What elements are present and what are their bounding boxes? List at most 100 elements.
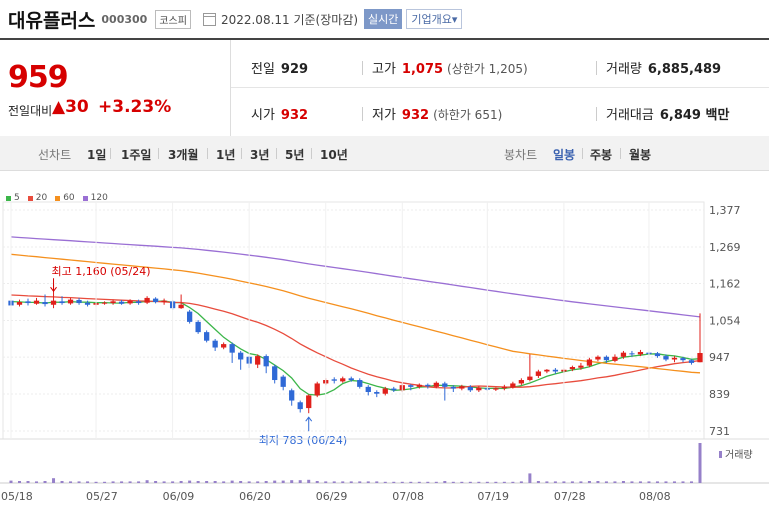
volume-bar (434, 481, 438, 483)
volume-bar (451, 481, 455, 483)
candle-body (450, 386, 456, 389)
open-label: 시가 (251, 108, 275, 123)
candle-body (442, 383, 448, 387)
volume-legend-swatch (719, 451, 722, 458)
candle-monthly[interactable]: 월봉 (629, 148, 652, 162)
volume-bar (18, 481, 22, 483)
period-1d[interactable]: 1일 (87, 148, 107, 162)
volume-bar (179, 481, 183, 483)
candle-body (688, 360, 695, 363)
candle-body (84, 302, 91, 305)
volume-bar (528, 473, 532, 483)
candle-body (186, 311, 193, 322)
volume-bar (630, 481, 634, 483)
period-5y[interactable]: 5년 (285, 148, 305, 162)
volume-bar (154, 481, 158, 483)
volume-bar (94, 481, 98, 483)
volume-bar (60, 481, 64, 483)
candle-body (340, 378, 346, 382)
high-price: 고가 1,075 (상한가 1,205) (372, 58, 528, 77)
volume-bar (324, 481, 328, 483)
candle-body (654, 353, 661, 357)
separator (620, 148, 621, 159)
ma-line-5 (10, 300, 701, 396)
candle-body (16, 302, 23, 305)
quote-date: 2022.08.11 기준(장마감) (220, 12, 359, 27)
volume-bar (281, 480, 285, 483)
volume-bar (392, 481, 396, 483)
candle-body (59, 301, 65, 304)
calendar-icon (202, 12, 216, 26)
candle-body (416, 384, 422, 387)
volume-bar (647, 481, 651, 483)
candle-body (238, 352, 244, 360)
x-tick-label: 07/28 (554, 490, 586, 503)
period-10y[interactable]: 10년 (320, 148, 348, 162)
x-tick-label: 07/19 (477, 490, 509, 503)
x-tick-label: 06/29 (316, 490, 348, 503)
period-3y[interactable]: 3년 (250, 148, 270, 162)
volume-bar (86, 481, 90, 483)
high-value: 1,075 (401, 62, 444, 77)
volume-bar (545, 481, 549, 483)
volume-bar (52, 478, 56, 483)
separator (596, 61, 597, 75)
volume-bar (375, 481, 379, 483)
y-tick-label: 839 (709, 388, 730, 401)
candle-body (221, 344, 227, 348)
volume-bar (171, 481, 175, 483)
volume-bar (128, 481, 132, 483)
volume-bar (655, 481, 659, 483)
separator (207, 148, 208, 159)
volume-bar (137, 481, 141, 483)
period-3m[interactable]: 3개월 (168, 148, 199, 162)
volume-bar (307, 479, 311, 483)
ma-legend: 5 20 60 120 (6, 193, 108, 203)
open-price: 시가 932 (251, 104, 308, 123)
separator (596, 107, 597, 121)
separator (276, 148, 277, 159)
candle-body (272, 366, 278, 381)
volume-bar (596, 481, 600, 483)
volume-bar (638, 481, 642, 483)
candle-body (527, 376, 533, 381)
low-label: 저가 (372, 108, 396, 123)
candle-body (42, 302, 48, 305)
period-1y[interactable]: 1년 (216, 148, 236, 162)
volume-bar (511, 481, 515, 483)
volume-bar (460, 481, 464, 483)
volume-bar (587, 481, 591, 483)
candle-body (586, 359, 593, 366)
stock-name[interactable]: 대유플러스 (8, 9, 96, 32)
trade-amount: 거래대금 6,849 백만 (606, 104, 729, 123)
legend-ma60-label: 60 (63, 193, 75, 203)
volume-bar (409, 481, 413, 483)
volume-bar (366, 481, 370, 483)
candle-body (314, 383, 320, 396)
period-1w[interactable]: 1주일 (121, 148, 152, 162)
volume-bar (188, 480, 192, 483)
candle-body (680, 358, 686, 361)
high-annotation: 최고 1,160 (05/24) (52, 265, 151, 278)
volume-bar (613, 481, 617, 483)
volume-bar (417, 481, 421, 483)
y-tick-label: 1,054 (709, 315, 741, 328)
volume-bar (562, 481, 566, 483)
company-overview-button[interactable]: 기업개요▾ (406, 9, 463, 29)
candle-body (578, 365, 584, 368)
low-annotation: 최저 783 (06/24) (259, 434, 348, 447)
candle-body (348, 378, 354, 381)
x-tick-label: 07/08 (392, 490, 424, 503)
candle-daily[interactable]: 일봉 (553, 148, 576, 162)
header: 대유플러스 000300 코스피 2022.08.11 기준(장마감) 실시간 … (0, 0, 769, 38)
candle-body (263, 356, 269, 367)
prev-close: 전일 929 (251, 58, 308, 77)
volume-bar (664, 481, 668, 483)
volume-bar (672, 481, 676, 483)
volume-value: 6,885,489 (647, 62, 722, 77)
candle-weekly[interactable]: 주봉 (590, 148, 613, 162)
legend-ma60: 60 (55, 193, 75, 203)
y-tick-label: 1,162 (709, 278, 741, 291)
realtime-button[interactable]: 실시간 (364, 9, 403, 29)
